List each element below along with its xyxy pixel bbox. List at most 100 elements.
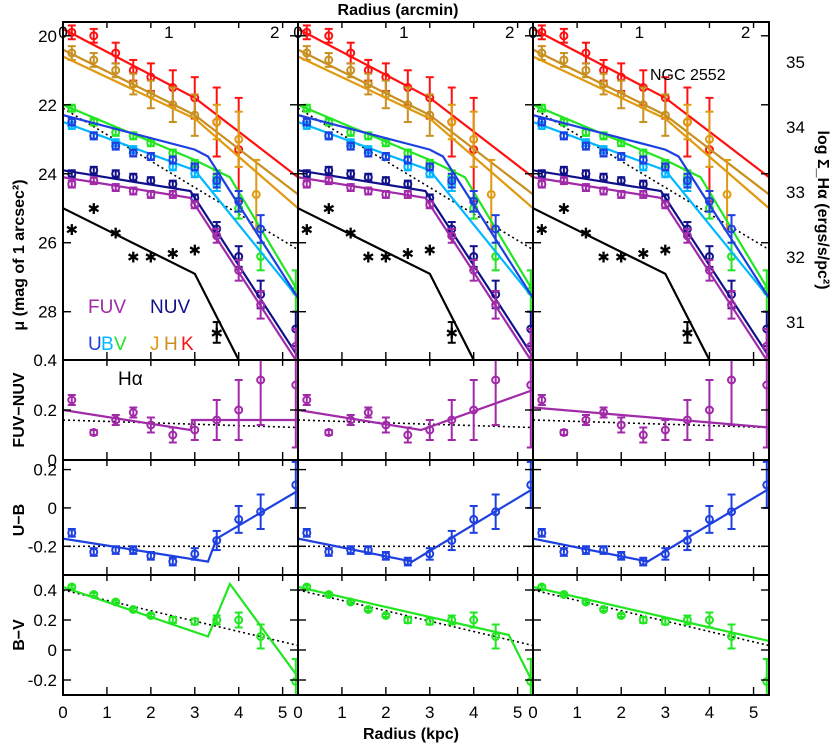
data-point (291, 380, 298, 390)
y-tick-label: 0.2 (33, 611, 57, 630)
data-point (581, 141, 591, 151)
data-point (324, 428, 334, 437)
y-tick-label: 28 (38, 303, 57, 322)
data-point (537, 103, 547, 113)
data-point-star: ✱ (597, 250, 610, 267)
x-tick-label: 5 (278, 703, 287, 722)
x-tick-label: 3 (190, 703, 199, 722)
data-point (89, 547, 99, 557)
fit-line-nuv (533, 169, 769, 358)
fit-line-nuv (63, 169, 298, 358)
data-point (599, 408, 609, 417)
data-point (363, 131, 373, 141)
data-point (302, 395, 312, 405)
data-point (324, 55, 334, 65)
fit-line-halpha (63, 207, 240, 360)
data-point (234, 514, 244, 524)
data-point (168, 179, 178, 189)
data-point-star: ✱ (87, 201, 100, 218)
data-point (346, 169, 356, 179)
data-point (89, 590, 99, 599)
data-point (168, 557, 178, 567)
fit-line-u (63, 114, 298, 299)
x-tick-label: 1 (572, 703, 581, 722)
data-point (581, 415, 591, 425)
fit-line (63, 581, 298, 678)
x-tick-label: 5 (513, 703, 522, 722)
data-point-star: ✱ (210, 325, 223, 342)
top-tick-label: 2 (741, 23, 750, 42)
data-point (403, 557, 413, 567)
data-point (403, 189, 413, 199)
fuv-nuv-axis-title: FUV−NUV (11, 372, 28, 447)
panel-frame (297, 459, 534, 576)
data-point (616, 152, 626, 162)
data-point (324, 590, 334, 599)
data-point (616, 176, 626, 186)
data-point-star: ✱ (445, 325, 458, 342)
right-tick-label: 34 (786, 118, 805, 137)
top-tick-label: 0 (528, 23, 537, 42)
data-point (111, 415, 121, 425)
data-point (128, 79, 138, 89)
data-point-star: ✱ (109, 225, 122, 242)
fit-line-j (533, 55, 769, 210)
data-point-star: ✱ (300, 222, 313, 239)
data-point (324, 547, 334, 557)
data-point (704, 514, 714, 524)
y-tick-label: 0.4 (33, 351, 57, 370)
data-point (324, 165, 334, 175)
data-point (526, 480, 533, 490)
data-point (291, 677, 298, 686)
y-tick-label: 0.4 (33, 581, 57, 600)
data-point (67, 179, 77, 189)
data-point (559, 55, 569, 65)
legend-h: H (164, 334, 178, 355)
data-point (346, 597, 356, 607)
data-point (537, 582, 547, 592)
data-point (381, 611, 391, 620)
data-point (291, 480, 298, 490)
data-point-star: ✱ (558, 201, 571, 218)
data-point (212, 415, 222, 425)
data-point (581, 545, 591, 555)
data-point (67, 27, 77, 37)
data-point (168, 615, 178, 625)
galaxy-name: NGC 2552 (650, 67, 726, 84)
data-point-star: ✱ (322, 201, 335, 218)
fit-line-halpha (298, 207, 475, 360)
data-point (302, 179, 312, 189)
legend: FUV NUV U B V J H K Hα (88, 297, 194, 390)
data-point-star: ✱ (536, 222, 549, 239)
data-point (363, 79, 373, 89)
x-tick-label: 1 (337, 703, 346, 722)
data-point (581, 48, 591, 58)
x-tick-label: 5 (749, 703, 758, 722)
bottom-axis-title: Radius (kpc) (363, 726, 459, 743)
data-point (722, 189, 732, 199)
data-point (682, 176, 692, 186)
fit-line (298, 487, 533, 563)
dotted-fit-line (298, 589, 533, 647)
data-point (302, 103, 312, 113)
data-point (302, 117, 312, 127)
top-tick-label: 1 (635, 23, 644, 42)
data-point (363, 545, 373, 555)
data-point (599, 605, 609, 614)
data-point (537, 395, 547, 405)
data-point (526, 677, 533, 686)
data-point (346, 48, 356, 58)
y-tick-label: 0.2 (33, 461, 57, 480)
data-point (190, 617, 200, 626)
data-point (727, 300, 737, 310)
data-point-star: ✱ (615, 250, 628, 267)
data-point (704, 196, 714, 206)
mu-axis-title: μ (mag of 1 arcsec²) (11, 179, 28, 330)
data-point (381, 551, 391, 561)
data-point (128, 545, 138, 555)
data-point (447, 615, 457, 625)
fit-line (533, 585, 769, 643)
data-point (111, 545, 121, 555)
fit-line-nuv (298, 169, 533, 358)
y-tick-label: -0.2 (28, 671, 57, 690)
